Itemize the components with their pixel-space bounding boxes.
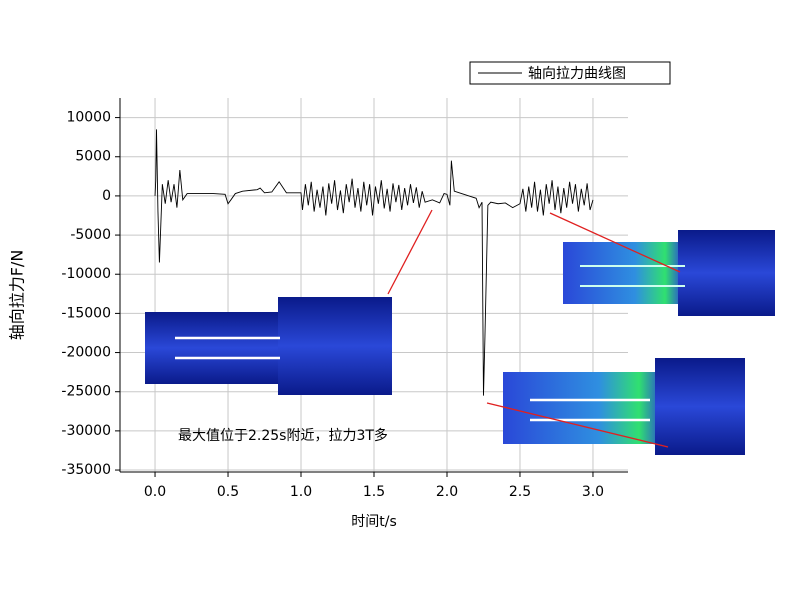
y-tick-label: -30000	[61, 423, 111, 439]
x-axis-title: 时间t/s	[351, 514, 397, 530]
data-line	[154, 129, 594, 396]
x-tick-label: 0.0	[144, 484, 166, 500]
callout-lines	[387, 209, 681, 448]
y-tick-label: -20000	[61, 345, 111, 361]
inset-left	[145, 297, 392, 395]
y-tick-label: -15000	[61, 305, 111, 321]
legend: 轴向拉力曲线图	[469, 61, 671, 85]
legend-box	[469, 61, 671, 85]
annotation: 最大值位于2.25s附近，拉力3T多	[178, 427, 388, 444]
inset-bottom-right	[503, 358, 745, 455]
y-tick-label: -25000	[61, 384, 111, 400]
y-axis-title: 轴向拉力F/N	[8, 250, 27, 341]
y-tick-label: -35000	[61, 462, 111, 478]
x-tick-label: 1.5	[363, 484, 385, 500]
x-tick-label: 1.0	[290, 484, 312, 500]
x-tick-label: 2.5	[509, 484, 531, 500]
x-tick-label: 3.0	[582, 484, 604, 500]
y-tick-label: 0	[102, 188, 111, 204]
y-tick-label: 10000	[66, 110, 111, 126]
y-tick-label: -10000	[61, 266, 111, 282]
y-tick-label: 5000	[75, 149, 111, 165]
y-tick-label: -5000	[70, 227, 111, 243]
x-tick-label: 2.0	[436, 484, 458, 500]
x-tick-label: 0.5	[217, 484, 239, 500]
legend-label: 轴向拉力曲线图	[528, 66, 626, 82]
inset-top-right	[563, 230, 775, 316]
